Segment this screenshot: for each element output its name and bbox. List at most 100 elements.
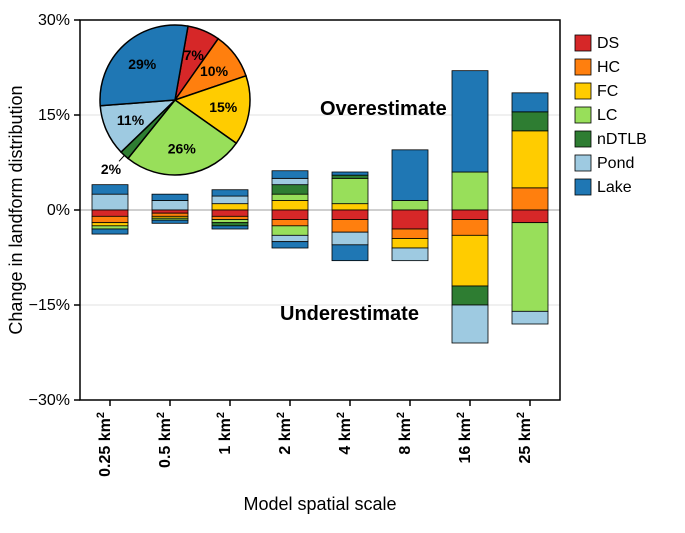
bar-segment: [392, 201, 428, 211]
pie-slice-label: 2%: [101, 161, 122, 177]
bar-segment: [452, 235, 488, 286]
legend-swatch: [575, 155, 591, 171]
legend-swatch: [575, 35, 591, 51]
bar-segment: [152, 194, 188, 200]
pie-slice-label: 26%: [168, 140, 197, 156]
xtick-label: 0.25 km2: [95, 412, 114, 477]
legend-swatch: [575, 131, 591, 147]
xtick-group: 4 km2: [335, 412, 354, 455]
bar-segment: [92, 194, 128, 210]
pie-slice-label: 11%: [117, 112, 145, 128]
bar-segment: [392, 210, 428, 229]
xtick-label: 25 km2: [515, 412, 534, 464]
bar-segment: [212, 190, 248, 196]
pie-slice-label: 10%: [200, 63, 229, 79]
ytick-label: −15%: [29, 297, 70, 314]
bar-segment: [152, 220, 188, 223]
underestimate-label: Underestimate: [280, 303, 419, 325]
bar-segment: [212, 226, 248, 229]
bar-segment: [512, 112, 548, 131]
bar-segment: [212, 220, 248, 223]
xtick-label: 16 km2: [455, 412, 474, 464]
xtick-group: 2 km2: [275, 412, 294, 455]
xtick-label: 4 km2: [335, 412, 354, 455]
legend-label: nDTLB: [597, 131, 647, 148]
bar-segment: [332, 172, 368, 175]
bar-segment: [152, 213, 188, 216]
legend-label: Lake: [597, 179, 632, 196]
bar-segment: [332, 178, 368, 203]
xtick-group: 0.25 km2: [95, 412, 114, 477]
bar-segment: [512, 93, 548, 112]
bar-segment: [452, 305, 488, 343]
bar-segment: [392, 150, 428, 201]
xtick-label: 8 km2: [395, 412, 414, 455]
ytick-label: 15%: [38, 107, 70, 124]
legend-swatch: [575, 107, 591, 123]
bar-segment: [392, 229, 428, 239]
bar-segment: [272, 242, 308, 248]
legend-swatch: [575, 83, 591, 99]
bar-segment: [392, 248, 428, 261]
legend-label: FC: [597, 83, 618, 100]
bar-segment: [272, 210, 308, 220]
xtick-label: 1 km2: [215, 412, 234, 455]
bar-segment: [452, 71, 488, 172]
bar-segment: [332, 204, 368, 210]
bar-segment: [452, 172, 488, 210]
bar-segment: [512, 223, 548, 312]
bar-segment: [92, 223, 128, 226]
bar-segment: [332, 232, 368, 245]
ytick-label: −30%: [29, 392, 70, 409]
xtick-label: 0.5 km2: [155, 412, 174, 468]
bar-segment: [512, 131, 548, 188]
bar-segment: [272, 171, 308, 179]
ytick-label: 30%: [38, 12, 70, 29]
bar-segment: [212, 223, 248, 226]
xtick-group: 8 km2: [395, 412, 414, 455]
xtick-group: 16 km2: [455, 412, 474, 464]
bar-segment: [332, 245, 368, 261]
bar-segment: [272, 194, 308, 200]
bar-segment: [92, 210, 128, 216]
bar-segment: [332, 175, 368, 178]
bar-segment: [272, 220, 308, 226]
bar-segment: [212, 216, 248, 219]
bar-segment: [452, 286, 488, 305]
bar-segment: [92, 185, 128, 195]
legend-label: Pond: [597, 155, 634, 172]
y-axis-label: Change in landform distribution: [6, 85, 26, 334]
xtick-group: 25 km2: [515, 412, 534, 464]
bar-segment: [92, 226, 128, 229]
bar-segment: [152, 210, 188, 213]
bar-segment: [272, 178, 308, 184]
legend-label: LC: [597, 107, 617, 124]
bar-segment: [152, 201, 188, 211]
bar-segment: [212, 210, 248, 216]
legend-label: DS: [597, 35, 619, 52]
bar-segment: [332, 220, 368, 233]
bar-segment: [512, 311, 548, 324]
bar-segment: [392, 239, 428, 249]
x-axis-label: Model spatial scale: [243, 494, 396, 514]
bar-segment: [332, 210, 368, 220]
bar-segment: [212, 204, 248, 210]
bar-segment: [512, 210, 548, 223]
bar-segment: [272, 226, 308, 236]
bar-segment: [272, 185, 308, 195]
bar-segment: [452, 210, 488, 220]
pie-slice-label: 7%: [184, 47, 205, 63]
overestimate-label: Overestimate: [320, 98, 447, 120]
ytick-label: 0%: [47, 202, 70, 219]
pie-slice-label: 15%: [209, 99, 238, 115]
legend-label: HC: [597, 59, 620, 76]
bar-segment: [92, 216, 128, 222]
bar-segment: [272, 235, 308, 241]
bar-segment: [272, 201, 308, 211]
bar-segment: [92, 229, 128, 234]
xtick-label: 2 km2: [275, 412, 294, 455]
bar-segment: [512, 188, 548, 210]
legend-swatch: [575, 179, 591, 195]
xtick-group: 0.5 km2: [155, 412, 174, 468]
bar-segment: [452, 220, 488, 236]
